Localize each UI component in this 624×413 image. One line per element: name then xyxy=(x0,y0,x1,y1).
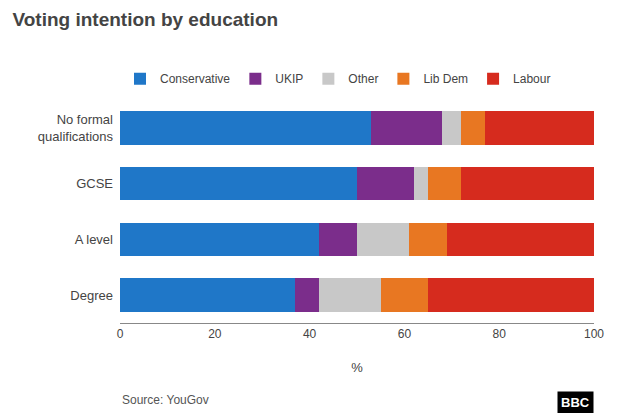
svg-text:A level: A level xyxy=(75,232,113,247)
svg-text:80: 80 xyxy=(493,327,507,341)
svg-text:100: 100 xyxy=(584,327,604,341)
svg-text:%: % xyxy=(351,360,363,375)
svg-text:20: 20 xyxy=(208,327,222,341)
svg-text:Degree: Degree xyxy=(70,288,113,303)
svg-text:UKIP: UKIP xyxy=(275,72,303,86)
svg-text:Labour: Labour xyxy=(513,72,550,86)
svg-text:Source: YouGov: Source: YouGov xyxy=(122,393,209,407)
svg-text:No formalqualifications: No formalqualifications xyxy=(38,112,114,144)
svg-text:Conservative: Conservative xyxy=(160,72,230,86)
svg-text:40: 40 xyxy=(303,327,317,341)
svg-text:Voting intention by education: Voting intention by education xyxy=(12,9,278,30)
svg-text:Lib Dem: Lib Dem xyxy=(423,72,468,86)
svg-text:60: 60 xyxy=(398,327,412,341)
svg-text:GCSE: GCSE xyxy=(76,176,113,191)
svg-text:0: 0 xyxy=(117,327,124,341)
svg-text:Other: Other xyxy=(348,72,378,86)
svg-text:BBC: BBC xyxy=(561,395,590,410)
